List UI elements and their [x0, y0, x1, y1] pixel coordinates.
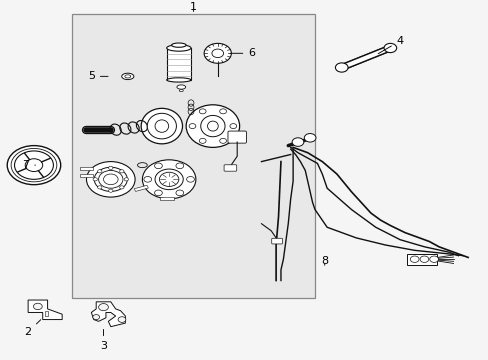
Circle shape [118, 317, 125, 323]
Text: 5: 5 [88, 71, 108, 81]
Circle shape [229, 123, 236, 129]
Ellipse shape [207, 121, 218, 131]
Bar [134, 185, 148, 192]
Text: 6: 6 [230, 48, 255, 58]
Circle shape [154, 190, 162, 196]
Circle shape [186, 176, 194, 182]
Ellipse shape [155, 120, 168, 132]
Bar [44, 311, 47, 316]
Circle shape [409, 256, 418, 262]
Circle shape [99, 303, 108, 311]
Ellipse shape [108, 166, 113, 170]
Circle shape [25, 159, 42, 171]
Text: 3: 3 [100, 329, 107, 351]
Circle shape [383, 43, 396, 53]
Circle shape [7, 145, 61, 185]
Circle shape [154, 163, 162, 168]
Circle shape [304, 134, 315, 142]
Ellipse shape [147, 113, 176, 139]
Circle shape [159, 172, 179, 186]
Bar [407, 254, 436, 265]
Circle shape [199, 109, 205, 114]
Bar [160, 197, 173, 200]
Circle shape [189, 123, 196, 129]
Ellipse shape [98, 170, 102, 173]
Ellipse shape [99, 171, 122, 188]
Circle shape [176, 190, 183, 196]
Circle shape [93, 315, 100, 320]
Ellipse shape [171, 43, 186, 47]
Circle shape [199, 138, 205, 143]
Polygon shape [28, 300, 62, 320]
Ellipse shape [93, 178, 97, 181]
Ellipse shape [179, 90, 183, 92]
Circle shape [291, 138, 303, 146]
Ellipse shape [94, 167, 127, 192]
Ellipse shape [124, 178, 128, 181]
Circle shape [33, 303, 42, 310]
Ellipse shape [186, 105, 239, 147]
Ellipse shape [155, 169, 183, 190]
Ellipse shape [141, 108, 182, 144]
Circle shape [203, 43, 231, 63]
Text: 8: 8 [321, 256, 327, 266]
Circle shape [219, 138, 226, 143]
Text: 4: 4 [377, 36, 403, 54]
Ellipse shape [177, 85, 185, 89]
Ellipse shape [201, 116, 224, 137]
Ellipse shape [108, 189, 113, 192]
FancyBboxPatch shape [227, 131, 246, 143]
Ellipse shape [142, 160, 196, 199]
Ellipse shape [86, 162, 135, 197]
Ellipse shape [166, 45, 191, 51]
Text: 2: 2 [24, 320, 41, 337]
Circle shape [176, 163, 183, 168]
Circle shape [143, 176, 151, 182]
Text: 7: 7 [22, 160, 35, 170]
Bar [166, 48, 191, 80]
Circle shape [103, 174, 118, 185]
Bar [80, 167, 93, 170]
Polygon shape [91, 302, 125, 327]
Bar [72, 14, 314, 298]
Bar [80, 174, 93, 177]
FancyBboxPatch shape [271, 238, 282, 244]
Circle shape [335, 63, 347, 72]
Circle shape [219, 109, 226, 114]
Ellipse shape [98, 186, 102, 189]
Ellipse shape [122, 73, 134, 80]
Text: 1: 1 [189, 2, 197, 12]
Circle shape [15, 151, 53, 179]
Circle shape [419, 256, 428, 262]
Ellipse shape [120, 170, 124, 173]
Ellipse shape [124, 75, 130, 78]
Ellipse shape [120, 186, 124, 189]
Circle shape [429, 256, 438, 262]
FancyBboxPatch shape [224, 165, 236, 171]
Circle shape [211, 49, 223, 58]
Ellipse shape [166, 78, 191, 82]
